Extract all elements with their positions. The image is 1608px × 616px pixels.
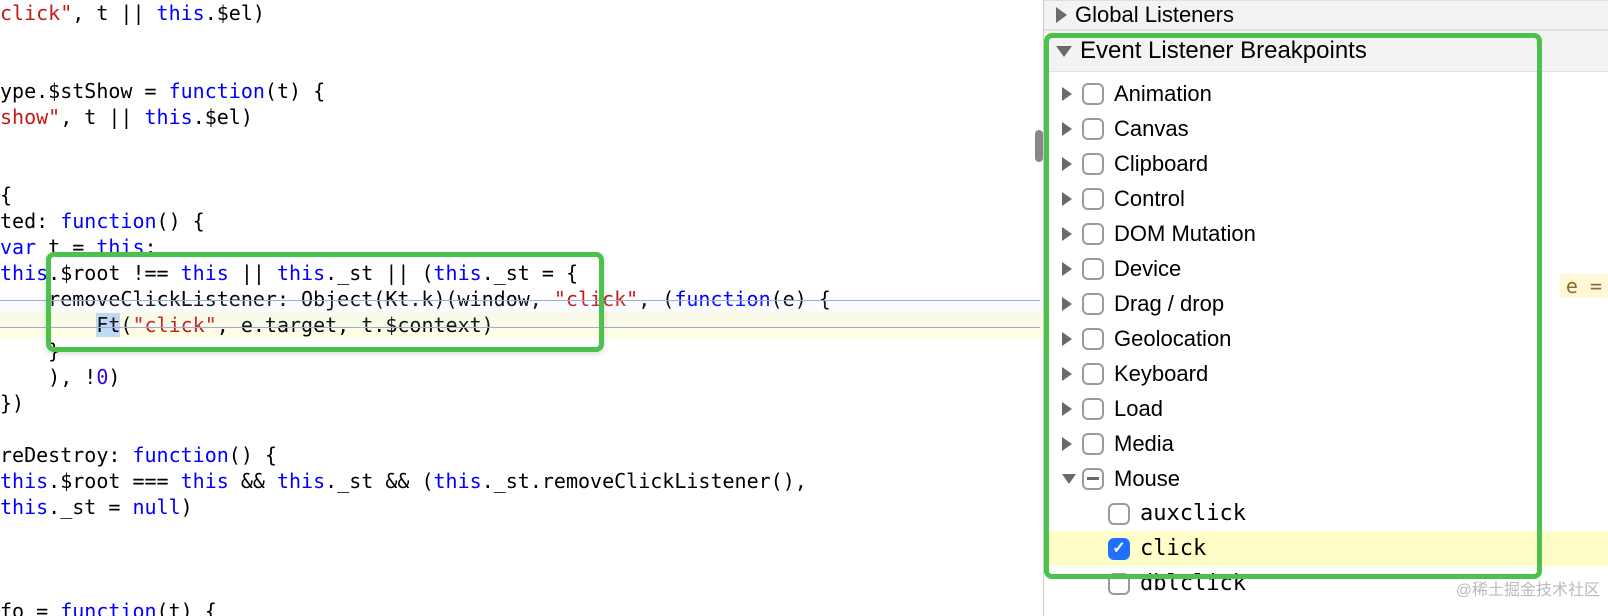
breakpoint-category-media[interactable]: Media	[1044, 426, 1608, 461]
breakpoint-category-drag-drop[interactable]: Drag / drop	[1044, 286, 1608, 321]
checkbox[interactable]	[1082, 153, 1104, 175]
code-line[interactable]: ype.$stShow = function(t) {	[0, 78, 1043, 104]
checkbox[interactable]	[1082, 83, 1104, 105]
code-line[interactable]: Ft("click", e.target, t.$context)	[0, 312, 1043, 338]
checkbox[interactable]	[1108, 573, 1130, 595]
global-listeners-header[interactable]: Global Listeners	[1044, 0, 1608, 30]
code-line[interactable]	[0, 520, 1043, 546]
code-line[interactable]: click", t || this.$el)	[0, 0, 1043, 26]
breakpoint-category-canvas[interactable]: Canvas	[1044, 111, 1608, 146]
code-line[interactable]	[0, 546, 1043, 572]
code-line[interactable]: })	[0, 390, 1043, 416]
checkbox[interactable]	[1082, 468, 1104, 490]
category-label: Control	[1114, 186, 1185, 212]
code-line[interactable]: fo = function(t) {	[0, 598, 1043, 616]
breakpoint-category-clipboard[interactable]: Clipboard	[1044, 146, 1608, 181]
code-line[interactable]: reDestroy: function() {	[0, 442, 1043, 468]
code-line[interactable]	[0, 52, 1043, 78]
expand-icon	[1062, 402, 1076, 416]
category-label: Drag / drop	[1114, 291, 1224, 317]
expand-icon	[1062, 262, 1076, 276]
checkbox[interactable]	[1082, 223, 1104, 245]
breakpoint-category-load[interactable]: Load	[1044, 391, 1608, 426]
code-line[interactable]: ), !0)	[0, 364, 1043, 390]
expand-icon	[1062, 367, 1076, 381]
breakpoint-category-control[interactable]: Control	[1044, 181, 1608, 216]
section-title: Event Listener Breakpoints	[1080, 37, 1367, 65]
category-label: Mouse	[1114, 466, 1180, 492]
checkbox[interactable]	[1108, 503, 1130, 525]
category-label: Device	[1114, 256, 1181, 282]
expand-icon	[1062, 227, 1076, 241]
breakpoint-category-device[interactable]: Device	[1044, 251, 1608, 286]
checkbox[interactable]	[1082, 398, 1104, 420]
category-label: Canvas	[1114, 116, 1189, 142]
checkbox[interactable]	[1082, 293, 1104, 315]
breakpoint-category-dom-mutation[interactable]: DOM Mutation	[1044, 216, 1608, 251]
expand-icon	[1062, 87, 1076, 101]
expand-icon	[1062, 122, 1076, 136]
checkbox[interactable]	[1082, 328, 1104, 350]
checkbox[interactable]	[1082, 258, 1104, 280]
checkbox[interactable]	[1108, 538, 1130, 560]
event-label: auxclick	[1140, 501, 1246, 526]
checkbox[interactable]	[1082, 433, 1104, 455]
breakpoint-event-auxclick[interactable]: auxclick	[1044, 496, 1608, 531]
code-line[interactable]: this.$root !== this || this._st || (this…	[0, 260, 1043, 286]
checkbox[interactable]	[1082, 118, 1104, 140]
checkbox[interactable]	[1082, 188, 1104, 210]
code-line[interactable]: }	[0, 338, 1043, 364]
category-label: Keyboard	[1114, 361, 1208, 387]
scrollbar-thumb[interactable]	[1035, 130, 1043, 162]
expand-icon	[1062, 332, 1076, 346]
event-listener-breakpoints-header[interactable]: Event Listener Breakpoints	[1044, 30, 1608, 72]
expand-icon	[1062, 297, 1076, 311]
expand-icon	[1056, 7, 1067, 23]
code-line[interactable]	[0, 572, 1043, 598]
watermark-text: @稀土掘金技术社区	[1456, 576, 1600, 600]
category-label: Animation	[1114, 81, 1212, 107]
code-line[interactable]: this._st = null)	[0, 494, 1043, 520]
category-label: Media	[1114, 431, 1174, 457]
expand-icon	[1062, 437, 1076, 451]
code-line[interactable]	[0, 26, 1043, 52]
code-line[interactable]: ted: function() {	[0, 208, 1043, 234]
category-label: Load	[1114, 396, 1163, 422]
code-editor[interactable]: click", t || this.$el) ype.$stShow = func…	[0, 0, 1043, 616]
breakpoint-category-list: Animation Canvas Clipboard Control DOM Mutat…	[1044, 72, 1608, 605]
expand-icon	[1062, 157, 1076, 171]
collapse-icon	[1056, 46, 1072, 57]
category-label: DOM Mutation	[1114, 221, 1256, 247]
breakpoint-category-animation[interactable]: Animation	[1044, 76, 1608, 111]
checkbox[interactable]	[1082, 363, 1104, 385]
event-label: dblclick	[1140, 571, 1246, 596]
code-line[interactable]	[0, 156, 1043, 182]
debugger-sidebar: Global Listeners Event Listener Breakpoi…	[1043, 0, 1608, 616]
section-title: Global Listeners	[1075, 2, 1234, 28]
collapse-icon	[1062, 474, 1076, 484]
code-line[interactable]: {	[0, 182, 1043, 208]
event-label: click	[1140, 536, 1206, 561]
breakpoint-category-geolocation[interactable]: Geolocation	[1044, 321, 1608, 356]
code-line[interactable]	[0, 130, 1043, 156]
code-line[interactable]	[0, 416, 1043, 442]
code-line[interactable]: this.$root === this && this._st && (this…	[0, 468, 1043, 494]
category-label: Clipboard	[1114, 151, 1208, 177]
category-label: Geolocation	[1114, 326, 1231, 352]
expand-icon	[1062, 192, 1076, 206]
breakpoint-category-keyboard[interactable]: Keyboard	[1044, 356, 1608, 391]
code-line[interactable]: var t = this;	[0, 234, 1043, 260]
code-line[interactable]: show", t || this.$el)	[0, 104, 1043, 130]
breakpoint-event-click[interactable]: click	[1044, 531, 1608, 566]
code-line[interactable]: removeClickListener: Object(Kt.k)(window…	[0, 286, 1043, 312]
breakpoint-category-mouse[interactable]: Mouse	[1044, 461, 1608, 496]
